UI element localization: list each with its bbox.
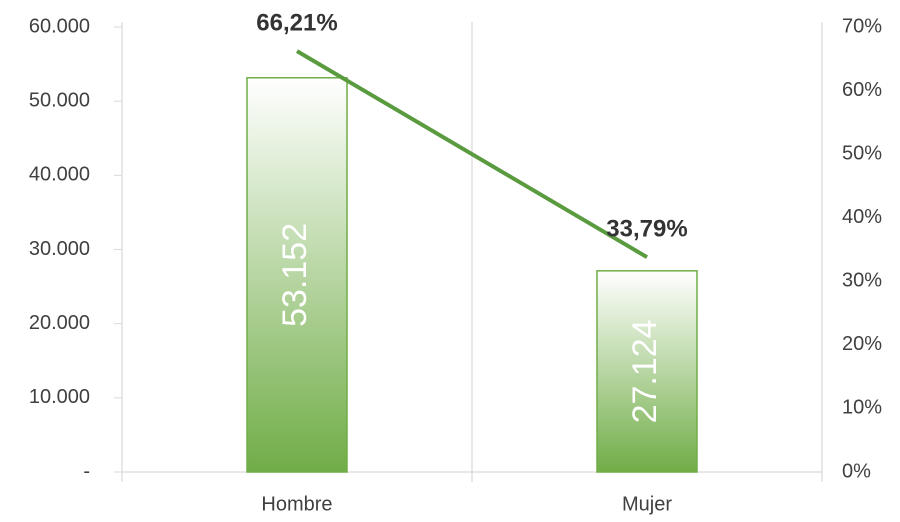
y-tick-label: 40.000 bbox=[29, 164, 90, 186]
y2-tick-label: 60% bbox=[842, 79, 882, 101]
bar-value-label: 27.124 bbox=[626, 319, 664, 423]
y2-tick-label: 50% bbox=[842, 142, 882, 164]
bar bbox=[596, 270, 698, 473]
line-value-label: 33,79% bbox=[606, 216, 687, 243]
y2-tick-label: 40% bbox=[842, 206, 882, 228]
bar-value-label: 53.152 bbox=[276, 223, 314, 327]
y2-tick-label: 30% bbox=[842, 270, 882, 292]
y-tick-label: 10.000 bbox=[29, 386, 90, 408]
line bbox=[295, 49, 649, 259]
x-tick-label: Mujer bbox=[622, 493, 672, 515]
y-tick-label: - bbox=[83, 460, 90, 482]
y-tick-label: 30.000 bbox=[29, 238, 90, 260]
x-tick-label: Hombre bbox=[261, 493, 332, 515]
line-value-label: 66,21% bbox=[256, 9, 337, 36]
y2-tick-label: 10% bbox=[842, 397, 882, 419]
y-tick-label: 20.000 bbox=[29, 312, 90, 334]
y2-tick-label: 20% bbox=[842, 333, 882, 355]
y-tick-label: 60.000 bbox=[29, 15, 90, 37]
y-tick-label: 50.000 bbox=[29, 89, 90, 111]
y2-tick-label: 70% bbox=[842, 15, 882, 37]
y2-tick-label: 0% bbox=[842, 460, 871, 482]
bar bbox=[246, 77, 348, 473]
